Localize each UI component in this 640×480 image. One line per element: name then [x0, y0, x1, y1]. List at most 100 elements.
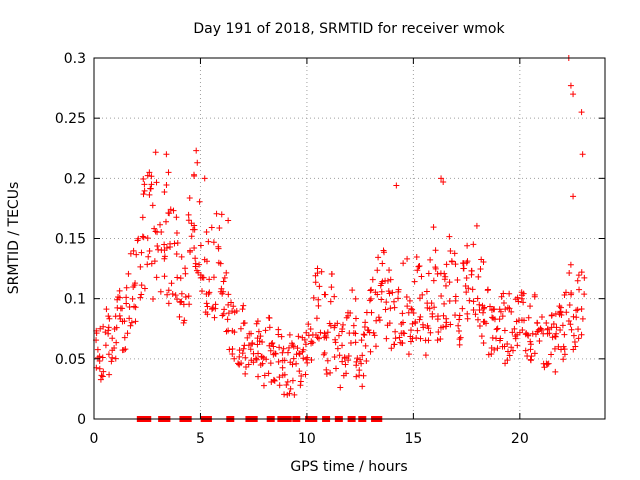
data-point	[230, 303, 237, 310]
data-point	[432, 265, 439, 272]
data-point	[182, 270, 189, 277]
data-point	[339, 328, 346, 335]
x-tick-label: 20	[511, 431, 529, 447]
data-point	[279, 364, 286, 371]
axis-ticks: 0 0.05 0.1 0.15 0.2 0.25 0.3 0 5 10 15 20	[55, 51, 605, 447]
data-point	[141, 285, 148, 292]
data-point	[531, 350, 538, 357]
data-point	[395, 288, 402, 295]
data-point	[231, 309, 238, 316]
data-point	[352, 315, 359, 322]
data-point	[186, 195, 193, 202]
data-point	[506, 352, 513, 359]
data-point	[217, 260, 224, 267]
data-point	[498, 293, 505, 300]
data-point	[267, 347, 274, 354]
data-point	[514, 342, 521, 349]
grid-lines	[94, 58, 605, 419]
data-point	[323, 334, 330, 341]
data-point	[210, 239, 217, 246]
data-point	[240, 302, 247, 309]
spike-point	[218, 211, 225, 218]
data-point	[317, 329, 324, 336]
data-point	[164, 291, 171, 298]
data-point	[284, 378, 291, 385]
data-point	[177, 299, 184, 306]
data-point	[531, 293, 538, 300]
data-point	[375, 254, 382, 261]
data-point	[268, 379, 275, 386]
y-tick-label: 0.05	[55, 352, 86, 368]
data-point	[109, 335, 116, 342]
data-point	[206, 289, 213, 296]
data-point	[382, 306, 389, 313]
data-point	[463, 289, 470, 296]
data-point	[154, 242, 161, 249]
data-point	[432, 247, 439, 254]
data-point	[430, 277, 437, 284]
data-point	[250, 359, 257, 366]
data-point	[99, 373, 106, 380]
data-point	[501, 343, 508, 350]
data-point	[121, 334, 128, 341]
data-point	[520, 290, 527, 297]
data-point	[400, 260, 407, 267]
data-point	[252, 355, 259, 362]
data-point	[162, 218, 169, 225]
data-point	[576, 286, 583, 293]
data-point	[240, 345, 247, 352]
data-point	[383, 335, 390, 342]
data-point	[406, 297, 413, 304]
data-point	[527, 341, 534, 348]
data-point	[257, 333, 264, 340]
data-point	[367, 295, 374, 302]
data-point	[305, 321, 312, 328]
data-point	[304, 359, 311, 366]
data-point	[508, 344, 515, 351]
data-point	[332, 339, 339, 346]
data-point	[428, 300, 435, 307]
data-point	[265, 314, 272, 321]
data-point	[103, 306, 110, 313]
data-point	[423, 288, 430, 295]
data-point	[308, 356, 315, 363]
data-point	[173, 230, 180, 237]
data-point	[216, 225, 223, 232]
data-point	[404, 303, 411, 310]
data-point	[185, 293, 192, 300]
spike-point	[567, 82, 574, 89]
data-point	[102, 342, 109, 349]
data-point	[381, 249, 388, 256]
data-point	[425, 270, 432, 277]
data-point	[289, 361, 296, 368]
data-point	[220, 310, 227, 317]
data-point	[204, 311, 211, 318]
data-point	[203, 258, 210, 265]
data-point	[357, 356, 364, 363]
data-point	[511, 325, 518, 332]
data-point	[324, 357, 331, 364]
data-point	[414, 267, 421, 274]
data-point	[472, 311, 479, 318]
y-tick-label: 0.3	[64, 51, 86, 67]
data-point	[196, 198, 203, 205]
data-point	[403, 294, 410, 301]
data-point	[417, 335, 424, 342]
data-point	[315, 302, 322, 309]
data-point	[167, 206, 174, 213]
data-point	[413, 254, 420, 261]
data-point	[132, 304, 139, 311]
data-point	[552, 368, 559, 375]
data-point	[266, 324, 273, 331]
data-point	[119, 318, 126, 325]
data-point	[570, 332, 577, 339]
data-point	[575, 335, 582, 342]
data-point	[332, 336, 339, 343]
data-point	[139, 214, 146, 221]
data-point	[298, 372, 305, 379]
data-point	[410, 309, 417, 316]
data-point	[100, 323, 107, 330]
data-point	[203, 229, 210, 236]
spike-point	[579, 151, 586, 158]
data-point	[464, 315, 471, 322]
